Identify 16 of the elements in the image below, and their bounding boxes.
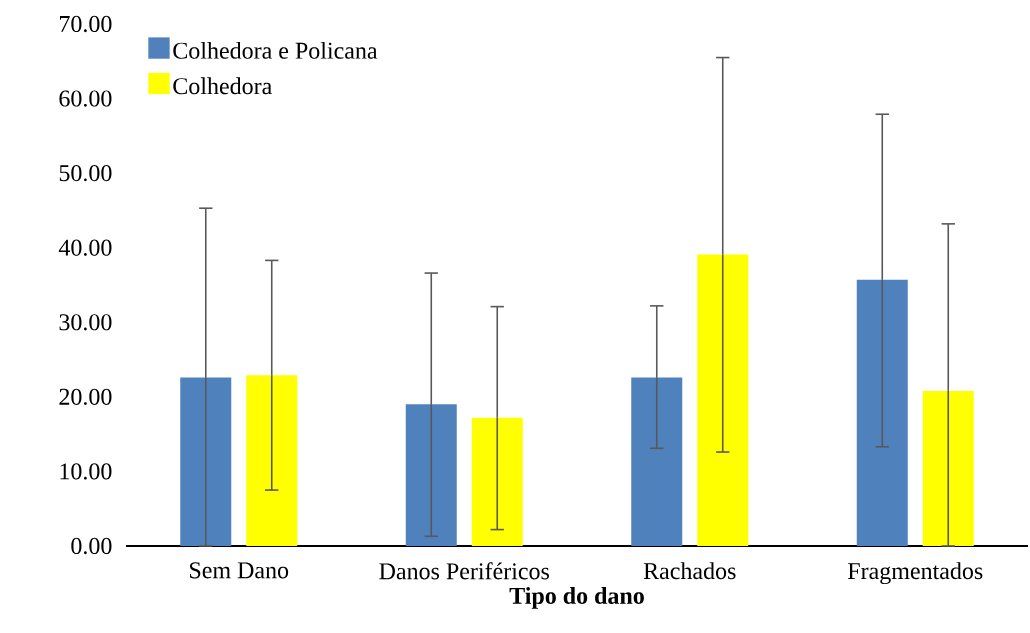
y-tick-label: 50.00 — [59, 165, 112, 182]
y-tick-label: 20.00 — [59, 388, 112, 405]
x-tick-label: Rachados — [643, 562, 736, 580]
y-tick-label: 30.00 — [59, 314, 112, 331]
bar — [631, 377, 683, 546]
x-axis-title: Tipo do dano — [509, 587, 644, 609]
legend-label: Colhedora — [173, 77, 272, 95]
y-tick-label: 70.00 — [60, 15, 112, 33]
y-tick-label: 60.00 — [59, 90, 112, 107]
y-tick-label: 40.00 — [58, 239, 112, 256]
y-tick-label: 10.00 — [60, 463, 112, 480]
x-tick-label: Danos Periféricos — [379, 562, 550, 580]
y-tick-label: 0.00 — [71, 537, 112, 555]
x-tick-label: Fragmentados — [847, 562, 983, 585]
x-tick-label: Sem Dano — [190, 562, 289, 579]
legend-label: Colhedora e Policana — [173, 41, 378, 59]
